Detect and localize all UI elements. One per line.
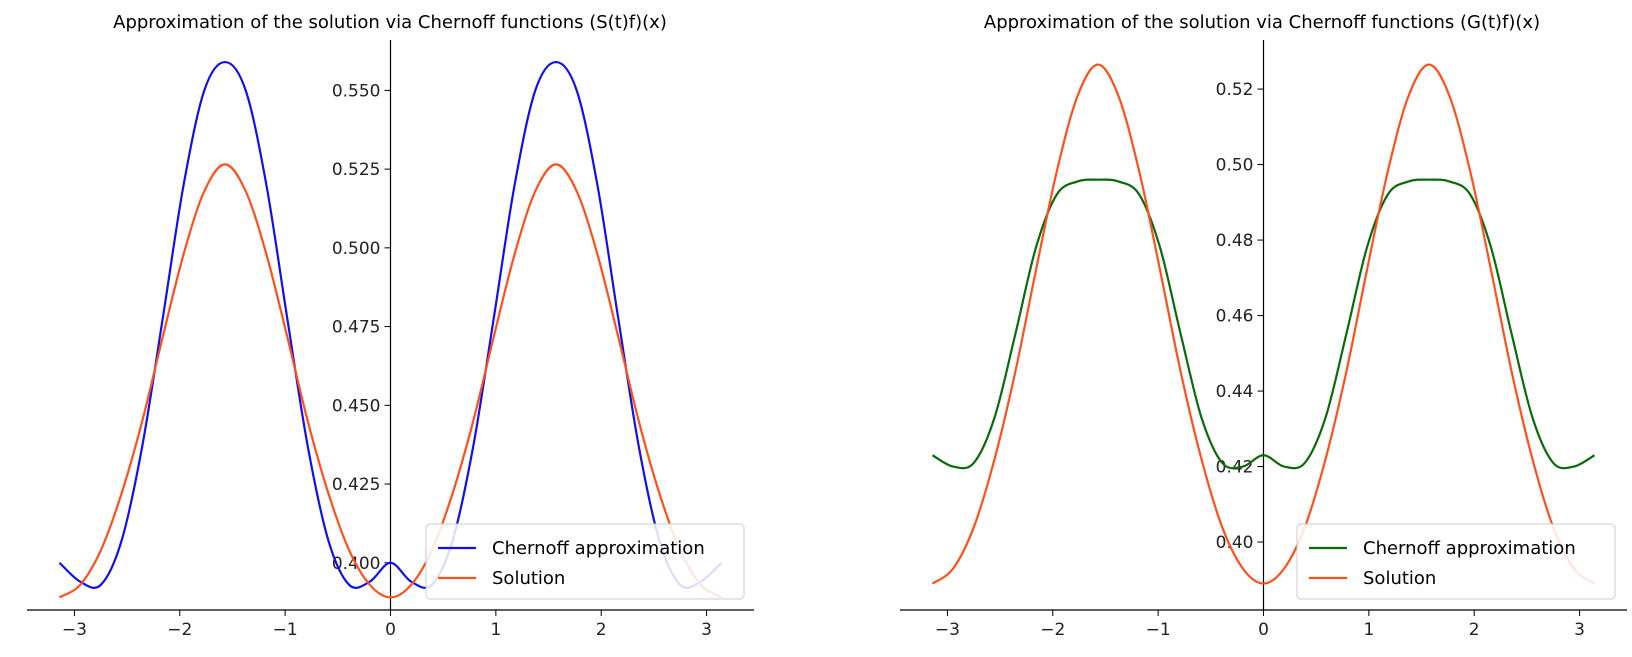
- legend-label-solution: Solution: [492, 568, 565, 589]
- legend-label-chernoff: Chernoff approximation: [492, 538, 705, 559]
- y-tick-label: 0.475: [332, 318, 381, 338]
- x-tick-label: 2: [596, 620, 607, 640]
- y-tick-label: 0.425: [332, 475, 381, 495]
- x-tick-label: 0: [385, 620, 396, 640]
- chart-left-title: Approximation of the solution via Cherno…: [113, 12, 667, 33]
- y-tick-label: 0.450: [332, 396, 381, 416]
- series-line-solution: [931, 63, 1596, 585]
- legend-frame: [425, 523, 745, 600]
- x-tick-label: −1: [273, 620, 298, 640]
- chart-left-plot-area: −3 −2 −1 0 1 2 30.4000.4250.4500.4750.5000.525…: [27, 40, 754, 640]
- y-tick-label: 0.52: [1216, 80, 1254, 100]
- legend-label-chernoff: Chernoff approximation: [1363, 538, 1576, 559]
- chart-right-title: Approximation of the solution via Cherno…: [984, 12, 1540, 33]
- legend-frame: [1296, 523, 1616, 600]
- x-tick-label: 1: [1363, 620, 1374, 640]
- y-tick-label: 0.50: [1216, 156, 1254, 176]
- series-line-chernoff: [58, 60, 723, 589]
- x-tick-label: 2: [1469, 620, 1480, 640]
- chart-right-plot-area: −3 −2 −1 0 1 2 30.400.420.440.460.480.500.52: [900, 40, 1627, 640]
- y-tick-label: 0.44: [1216, 382, 1254, 402]
- y-tick-label: 0.48: [1216, 231, 1254, 251]
- legend-label-solution: Solution: [1363, 568, 1436, 589]
- x-tick-label: 1: [490, 620, 501, 640]
- x-tick-label: 0: [1258, 620, 1269, 640]
- x-tick-label: −3: [62, 620, 87, 640]
- x-tick-label: −1: [1146, 620, 1171, 640]
- x-tick-label: −2: [1040, 620, 1065, 640]
- chart-left-legend: Chernoff approximation Solution: [425, 523, 745, 600]
- y-tick-label: 0.525: [332, 160, 381, 180]
- chart-right-legend: Chernoff approximation Solution: [1296, 523, 1616, 600]
- chart-left: Approximation of the solution via Cherno…: [27, 12, 754, 640]
- x-tick-label: 3: [701, 620, 712, 640]
- y-tick-label: 0.550: [332, 81, 381, 101]
- x-tick-label: 3: [1574, 620, 1585, 640]
- x-tick-label: −2: [167, 620, 192, 640]
- chart-right: Approximation of the solution via Cherno…: [900, 12, 1627, 640]
- y-tick-label: 0.40: [1216, 533, 1254, 553]
- y-tick-label: 0.500: [332, 239, 381, 259]
- x-tick-label: −3: [935, 620, 960, 640]
- y-tick-label: 0.46: [1216, 307, 1254, 327]
- series-line-chernoff: [931, 178, 1596, 470]
- series-line-solution: [58, 163, 723, 599]
